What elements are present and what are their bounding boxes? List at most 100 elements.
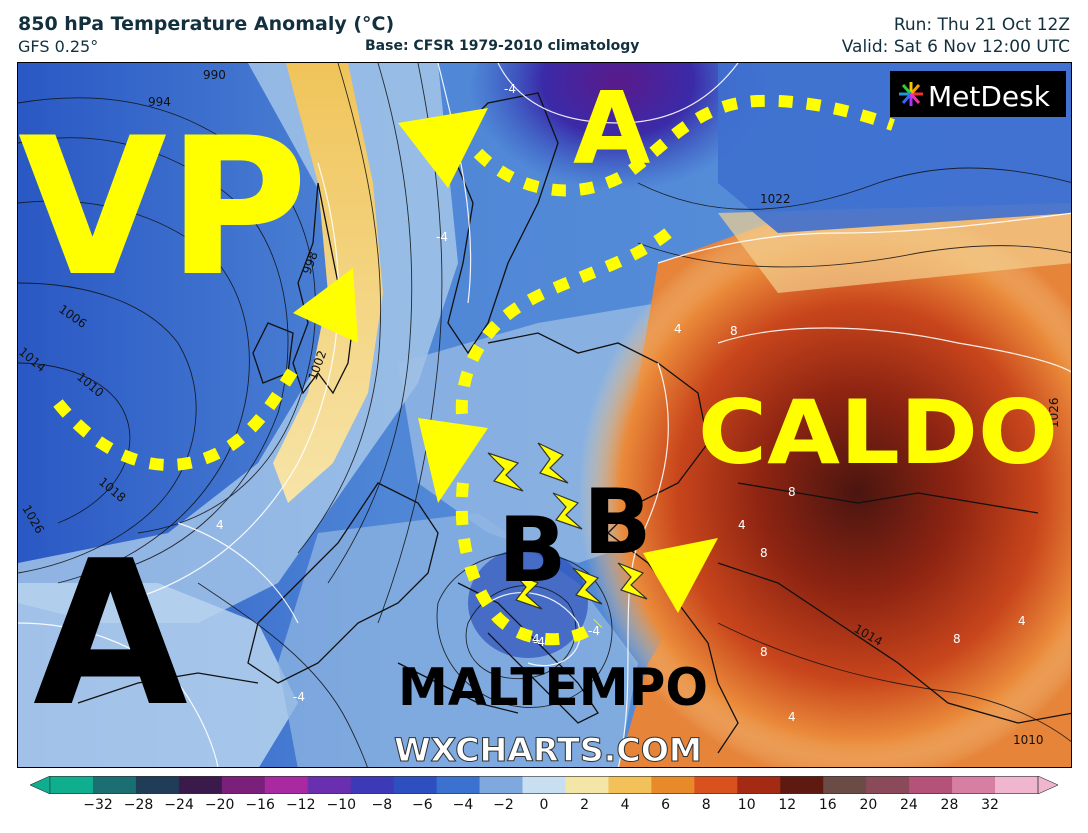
colorbar-segment [135,776,180,794]
colorbar-segment [909,776,953,794]
label-low-1: B [498,498,567,603]
isobar-label: 990 [203,68,226,82]
label-high-north: A [573,70,650,187]
colorbar-segment [479,776,524,794]
colorbar-tick-label: −6 [412,797,433,813]
colorbar-tick-label: 8 [701,797,711,813]
arrow-head [643,538,718,613]
lightning-icon [512,572,543,610]
colorbar-tick-label: −32 [83,797,113,813]
colorbar-tick-label: −16 [245,797,275,813]
anomaly-label: 8 [760,645,768,659]
colorbar-tick-label: 24 [899,797,918,813]
anomaly-label: 8 [760,546,768,560]
flow-path-atlantic [53,359,303,471]
anomaly-label: 4 [674,322,682,336]
climatology-base: Base: CFSR 1979-2010 climatology [365,38,640,54]
lightning-icon [552,492,583,530]
colorbar-segment [522,776,566,794]
anomaly-label: -4 [533,635,545,649]
anomaly-label: -4 [436,230,448,244]
colorbar-segment [264,776,309,794]
colorbar-segment [565,776,609,794]
colorbar-segment [823,776,867,794]
colorbar-segment [221,776,266,794]
colorbar-segment [651,776,695,794]
anomaly-label: 4 [216,518,224,532]
label-maltempo: MALTEMPO [398,658,708,718]
colorbar [30,776,1058,794]
anomaly-label: -4 [293,690,305,704]
colorbar-segment [608,776,652,794]
arrow-head [418,418,488,503]
arrow-head [398,108,488,188]
colorbar-segment [995,776,1039,794]
colorbar-tick-label: −10 [326,797,357,813]
flow-path-central [455,228,672,424]
colorbar-segment [737,776,781,794]
valid-time: Valid: Sat 6 Nov 12:00 UTC [841,37,1070,57]
colorbar-tick-label: 2 [580,797,589,813]
anomaly-label: 8 [788,485,796,499]
colorbar-segment [393,776,438,794]
colorbar-tick-label: −20 [204,797,235,813]
colorbar-max-arrow [1037,776,1058,794]
metdesk-logo: MetDesk [890,71,1066,117]
colorbar-tick-label: −28 [123,797,154,813]
anomaly-label: 8 [953,632,961,646]
colorbar-min-arrow [30,776,51,794]
isobar-label: 1022 [760,192,791,206]
flow-path-north [473,94,895,197]
anomaly-label: 8 [730,324,738,338]
anomaly-map: 990 994 998 1002 1006 1010 1014 1018 102… [17,62,1072,768]
colorbar-tick-label: −4 [452,797,474,813]
colorbar-segment [694,776,738,794]
isobar-label: 1010 [1013,733,1044,747]
lightning-icon [537,442,569,484]
colorbar-tick-label: −8 [371,797,393,813]
colorbar-tick-label: 32 [981,797,999,813]
label-vp: VP [18,97,308,318]
label-low-2: B [583,470,652,575]
model-label: GFS 0.25° [18,37,99,56]
label-high-southwest: A [33,518,188,751]
anomaly-label: 4 [532,632,540,646]
isobar-label: 994 [148,95,171,109]
colorbar-tick-label: 10 [737,797,756,813]
anomaly-label: -4 [504,82,516,96]
colorbar-segment [307,776,352,794]
colorbar-tick-label: 6 [661,797,671,813]
arrow-head [293,268,358,343]
colorbar-tick-label: 0 [539,797,549,813]
colorbar-segment [436,776,481,794]
colorbar-segment [952,776,996,794]
svg-text:MetDesk: MetDesk [928,80,1051,113]
colorbar-tick-label: 16 [818,797,837,813]
lightning-icon [572,567,603,605]
colorbar-segment [92,776,137,794]
colorbar-tick-label: 28 [940,797,959,813]
colorbar-tick-label: −2 [493,797,514,813]
colorbar-segment [866,776,910,794]
anomaly-label: -4 [588,624,600,638]
colorbar-segment [50,776,94,794]
watermark: WXCHARTS.COM [394,731,702,768]
chart-title: 850 hPa Temperature Anomaly (°C) [18,13,395,35]
colorbar-tick-label: −24 [164,797,194,813]
colorbar-tick-label: −12 [285,797,316,813]
isobar-label: 1026 [1047,397,1061,428]
colorbar-tick-label: 12 [778,797,797,813]
colorbar-tick-label: 4 [620,797,630,813]
anomaly-label: 4 [1018,614,1026,628]
flow-path-low [455,482,603,646]
colorbar-segment [350,776,395,794]
label-caldo: CALDO [698,381,1058,484]
anomaly-label: 4 [788,710,796,724]
lightning-icon [617,562,648,600]
colorbar-segment [178,776,223,794]
colorbar-segment [780,776,824,794]
anomaly-label: 4 [738,518,746,532]
run-time: Run: Thu 21 Oct 12Z [893,15,1070,35]
colorbar-tick-label: 20 [859,797,878,813]
lightning-icon [487,452,524,492]
